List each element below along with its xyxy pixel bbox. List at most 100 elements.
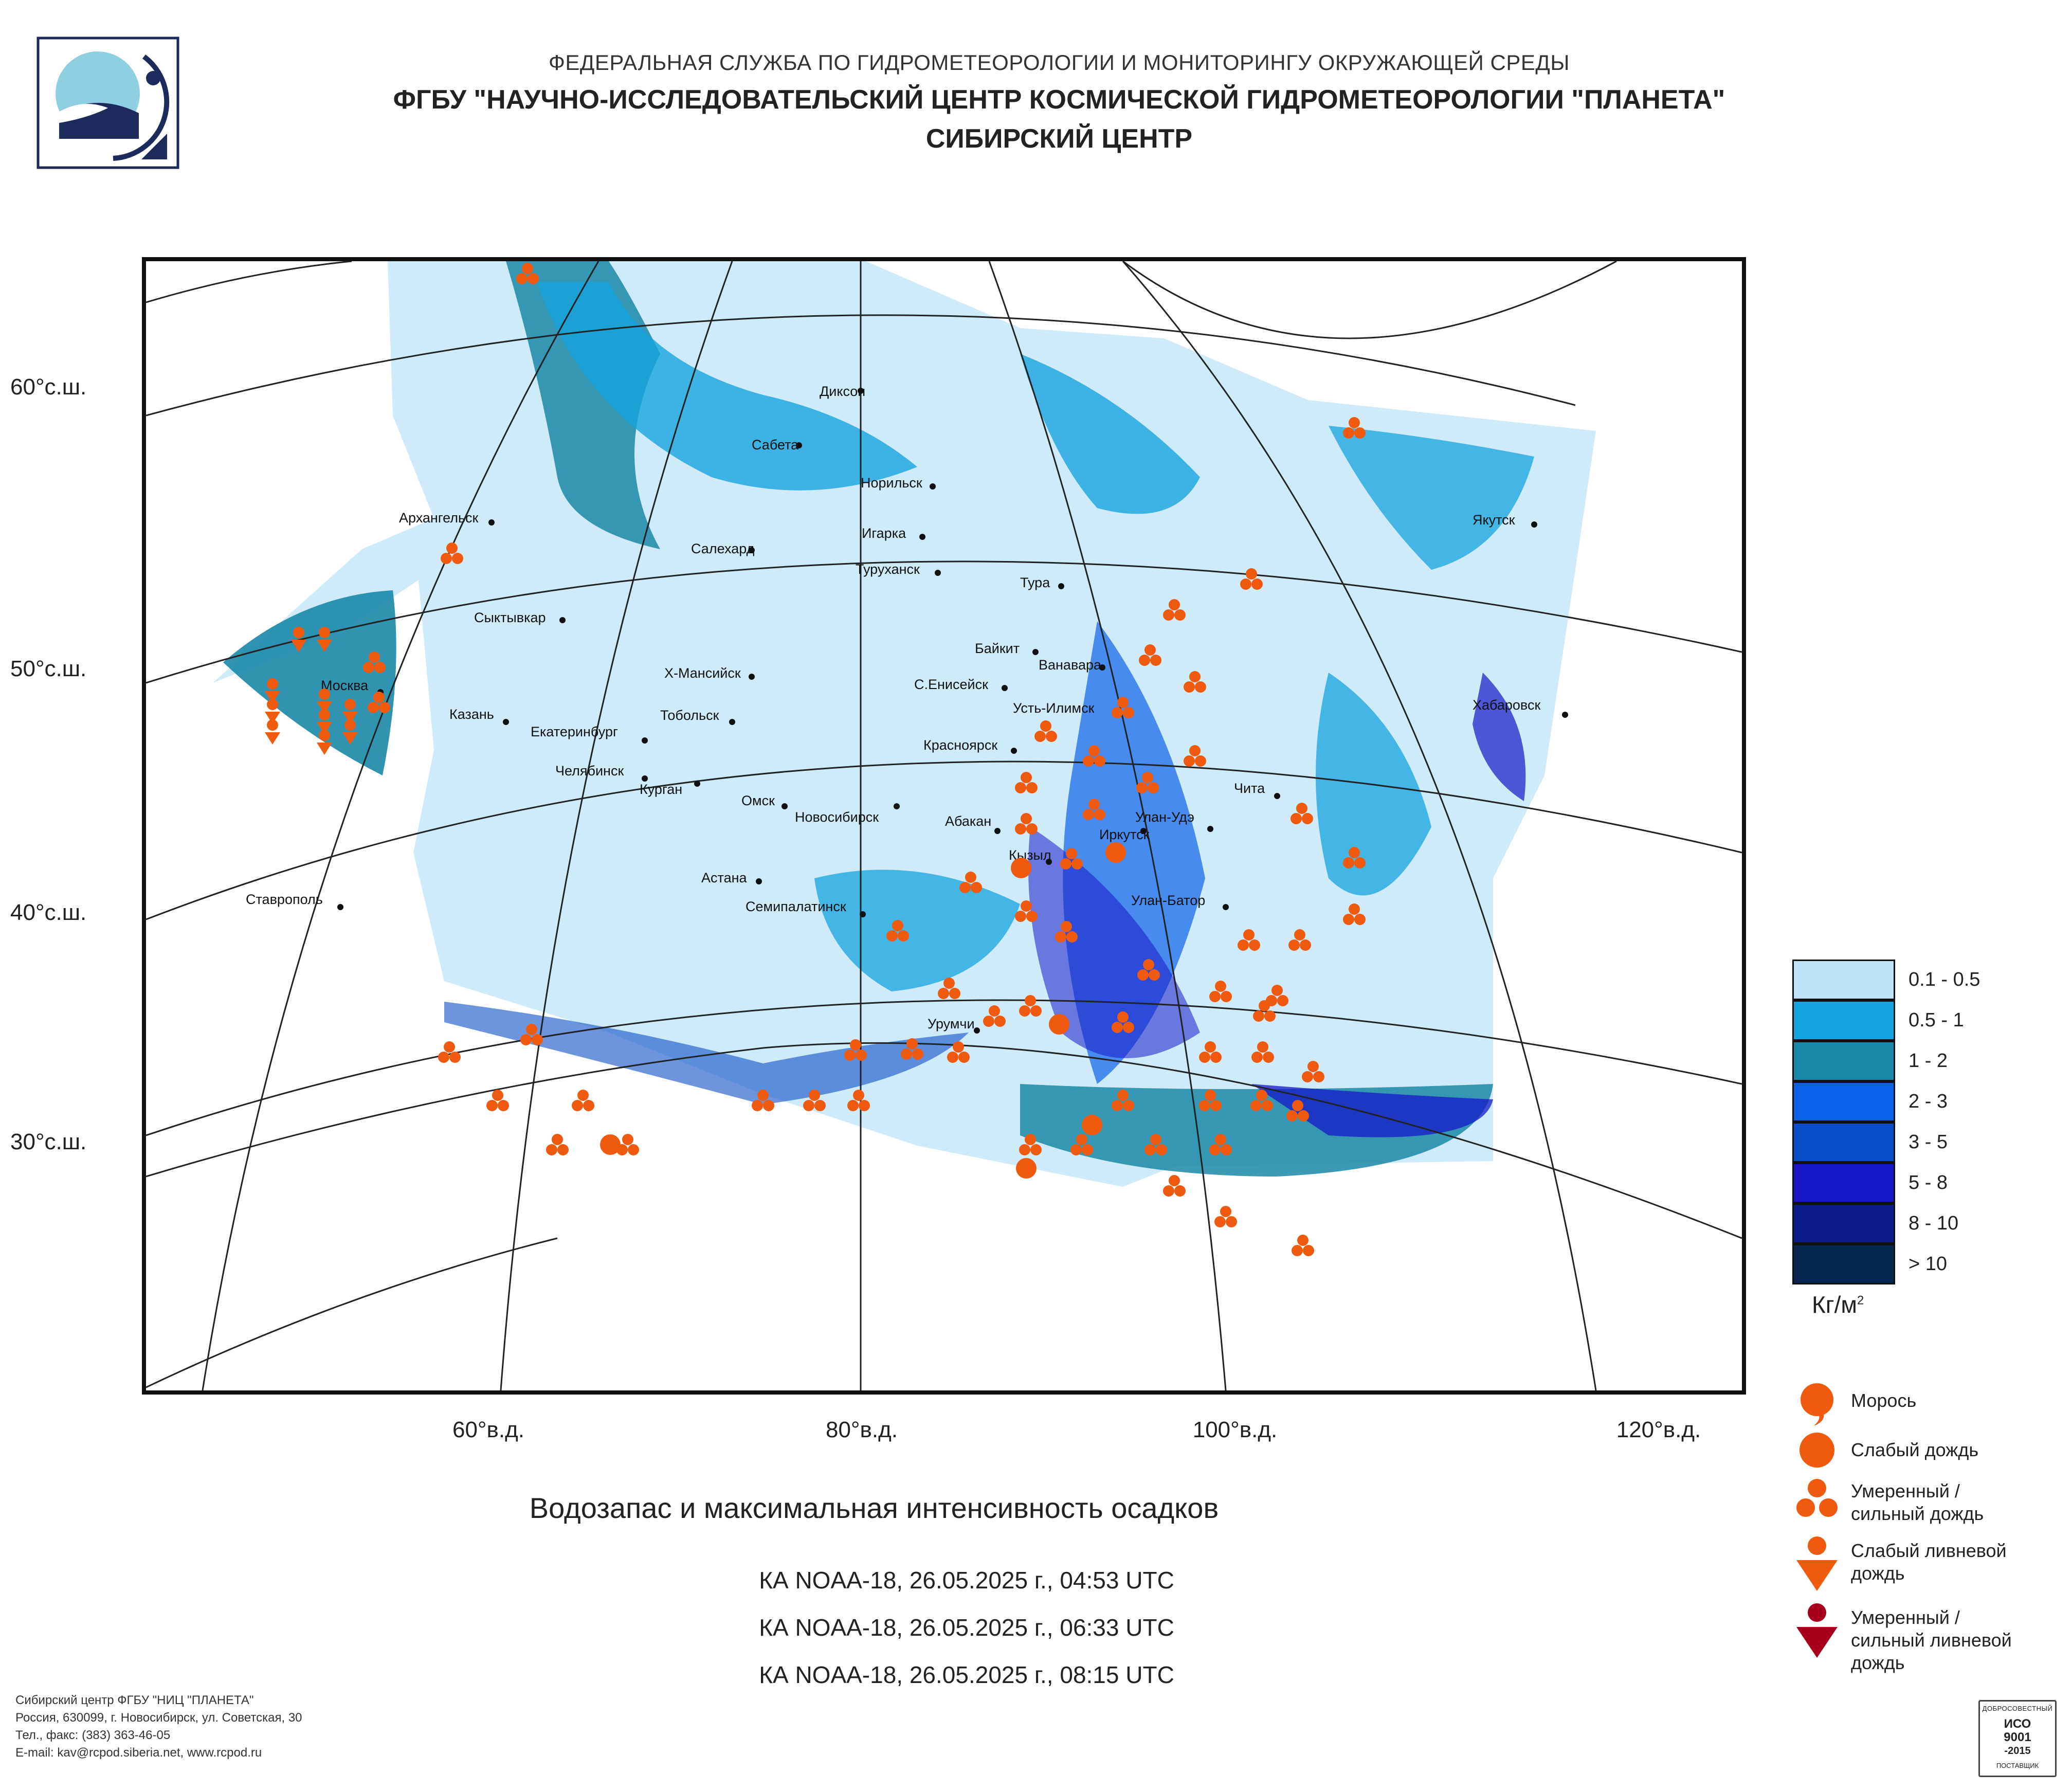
moderate-rain-marker [1070, 1134, 1093, 1155]
svg-text:Тура: Тура [1020, 575, 1050, 590]
light-shower-marker [342, 719, 358, 745]
svg-text:Улан-Батор: Улан-Батор [1131, 893, 1205, 908]
moderate-rain-marker [1302, 1061, 1324, 1082]
moderate-rain-marker [1199, 1090, 1222, 1111]
moderate-rain-marker [368, 692, 390, 713]
city-s-eniseysk: С.Енисейск [914, 677, 1008, 692]
satellite-coverage [213, 261, 1596, 1187]
planeta-logo-icon [37, 37, 179, 169]
moderate-rain-marker [752, 1090, 774, 1111]
footer-address: Россия, 630099, г. Новосибирск, ул. Сове… [15, 1711, 302, 1725]
legend-class: 2 - 3 [1792, 1081, 2055, 1122]
map-canvas: Диксон Сабета Норильск Игарка Салехард Т… [146, 261, 1742, 1390]
moderate-rain-marker [1112, 1011, 1134, 1033]
legend-swatch [1792, 1163, 1895, 1203]
svg-text:Улан-Удэ: Улан-Удэ [1135, 809, 1194, 825]
moderate-rain-marker [947, 1041, 970, 1063]
light-shower-marker [317, 627, 332, 652]
moderate-rain-marker [1253, 1000, 1276, 1022]
moderate-rain-marker [1015, 813, 1038, 835]
svg-text:Сабета: Сабета [752, 437, 799, 453]
moderate-rain-marker [938, 978, 960, 999]
city-khanty-mansiysk: Х-Мансийск [664, 665, 755, 681]
satellite-pass-2: КА NOAA-18, 26.05.2025 г., 06:33 UTC [759, 1614, 1174, 1641]
moderate-rain-marker [1184, 745, 1206, 767]
moderate-rain-marker [572, 1090, 594, 1111]
legend-class: 5 - 8 [1792, 1163, 2055, 1203]
header-center: СИБИРСКИЙ ЦЕНТР [925, 124, 1193, 154]
moderate-rain-marker [1139, 644, 1161, 666]
moderate-rain-marker [1083, 745, 1105, 767]
moderate-rain-marker [486, 1090, 509, 1111]
legend-swatch [1792, 1081, 1895, 1122]
moderate-rain-marker [1015, 900, 1038, 922]
moderate-rain-marker [1199, 1041, 1222, 1063]
light-shower-marker [265, 719, 280, 745]
light-rain-marker [1049, 1014, 1069, 1035]
lat-label-50: 50°с.ш. [10, 656, 87, 681]
svg-text:Абакан: Абакан [945, 813, 991, 829]
footer-org: Сибирский центр ФГБУ "НИЦ "ПЛАНЕТА" [15, 1693, 254, 1707]
moderate-rain-marker [1137, 959, 1160, 981]
city-ulan-bator: Улан-Батор [1131, 893, 1229, 910]
light-shower-marker [317, 709, 332, 734]
legend-swatch [1792, 1122, 1895, 1163]
moderate-rain-marker [1238, 929, 1260, 951]
drizzle-icon [1801, 1383, 1833, 1425]
moderate-rain-marker [1343, 417, 1366, 439]
legend-class: 8 - 10 [1792, 1203, 2055, 1244]
light-shower-icon [1796, 1536, 1838, 1591]
legend-swatch [1792, 1244, 1895, 1285]
map-title: Водозапас и максимальная интенсивность о… [529, 1492, 1219, 1524]
svg-text:Курган: Курган [640, 782, 682, 797]
footer-phone: Тел., факс: (383) 363-46-05 [15, 1728, 171, 1742]
light-rain-marker [1011, 858, 1031, 878]
svg-text:Игарка: Игарка [862, 526, 906, 541]
lat-label-30: 30°с.ш. [10, 1129, 87, 1154]
lon-label-80: 80°в.д. [825, 1417, 898, 1442]
precipitation-markers [265, 263, 1366, 1256]
moderate-rain-marker [1251, 1041, 1274, 1063]
moderate-rain-marker [983, 1005, 1006, 1027]
light-shower-marker [291, 627, 306, 652]
legend-class: 0.1 - 0.5 [1792, 960, 2055, 1000]
city-tobolsk: Тобольск [660, 708, 735, 725]
legend-class: 1 - 2 [1792, 1041, 2055, 1081]
legend-swatch [1792, 960, 1895, 1000]
moderate-rain-marker [441, 542, 463, 564]
svg-text:Омск: Омск [741, 793, 775, 808]
city-tura: Тура [1020, 575, 1064, 590]
svg-text:С.Енисейск: С.Енисейск [914, 677, 988, 692]
moderate-rain-marker [1019, 1134, 1042, 1155]
svg-text:Туруханск: Туруханск [856, 562, 920, 577]
svg-text:Казань: Казань [449, 707, 494, 722]
legend-class: > 10 [1792, 1244, 2055, 1285]
city-kazan: Казань [449, 707, 509, 725]
moderate-rain-marker [1292, 1235, 1314, 1256]
legend-swatch [1792, 1041, 1895, 1081]
light-shower-marker [265, 699, 280, 724]
city-krasnoyarsk: Красноярск [923, 737, 1017, 754]
moderate-rain-marker [1034, 720, 1057, 742]
moderate-rain-marker [1209, 1134, 1232, 1155]
city-yekaterinburg: Екатеринбург [531, 724, 648, 744]
svg-text:Челябинск: Челябинск [555, 763, 624, 779]
svg-text:Норильск: Норильск [861, 475, 922, 491]
satellite-pass-3: КА NOAA-18, 26.05.2025 г., 08:15 UTC [759, 1661, 1174, 1688]
svg-text:Сыктывкар: Сыктывкар [474, 610, 546, 625]
legend-swatch [1792, 1000, 1895, 1041]
lon-label-60: 60°в.д. [452, 1417, 525, 1442]
city-syktyvkar: Сыктывкар [474, 610, 566, 625]
light-shower-marker [265, 678, 280, 703]
moderate-rain-marker [1214, 1206, 1237, 1227]
header-agency: ФЕДЕРАЛЬНАЯ СЛУЖБА ПО ГИДРОМЕТЕОРОЛОГИИ … [548, 50, 1570, 75]
lat-label-40: 40°с.ш. [10, 900, 87, 925]
footer-email: E-mail: kav@rcpod.siberia.net, www.rcpod… [15, 1746, 262, 1760]
city-arkhangelsk: Архангельск [399, 510, 495, 526]
moderate-rain-marker [1250, 1090, 1273, 1111]
moderate-rain-marker [1163, 599, 1186, 621]
light-shower-marker [317, 689, 332, 714]
city-chelyabinsk: Челябинск [555, 763, 648, 782]
legend-units: Кг/м2 [1812, 1291, 1864, 1318]
light-rain-marker [1016, 1158, 1037, 1179]
